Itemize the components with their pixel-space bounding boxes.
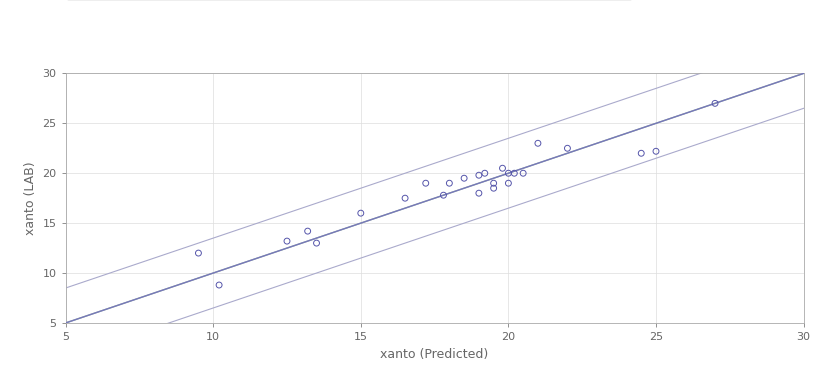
Y-axis label: xanto (LAB): xanto (LAB): [24, 161, 37, 235]
Point: [516, 170, 529, 176]
Point: [634, 150, 647, 156]
Point: [486, 180, 500, 186]
Point: [280, 238, 293, 244]
X-axis label: xanto (Predicted): xanto (Predicted): [380, 348, 488, 360]
Point: [501, 180, 514, 186]
Point: [442, 180, 455, 186]
Point: [486, 185, 500, 191]
Point: [560, 145, 573, 151]
Point: [501, 170, 514, 176]
Point: [495, 165, 509, 171]
Point: [419, 180, 432, 186]
Point: [472, 190, 485, 196]
Point: [398, 195, 411, 201]
Point: [437, 192, 450, 198]
Point: [310, 240, 323, 246]
Point: [477, 170, 491, 176]
Point: [192, 250, 205, 256]
Point: [531, 140, 544, 146]
Point: [354, 210, 367, 216]
Point: [212, 282, 225, 288]
Point: [301, 228, 314, 234]
Point: [507, 170, 520, 176]
Point: [708, 101, 721, 106]
Point: [472, 172, 485, 178]
Point: [457, 175, 470, 181]
Point: [649, 148, 662, 154]
